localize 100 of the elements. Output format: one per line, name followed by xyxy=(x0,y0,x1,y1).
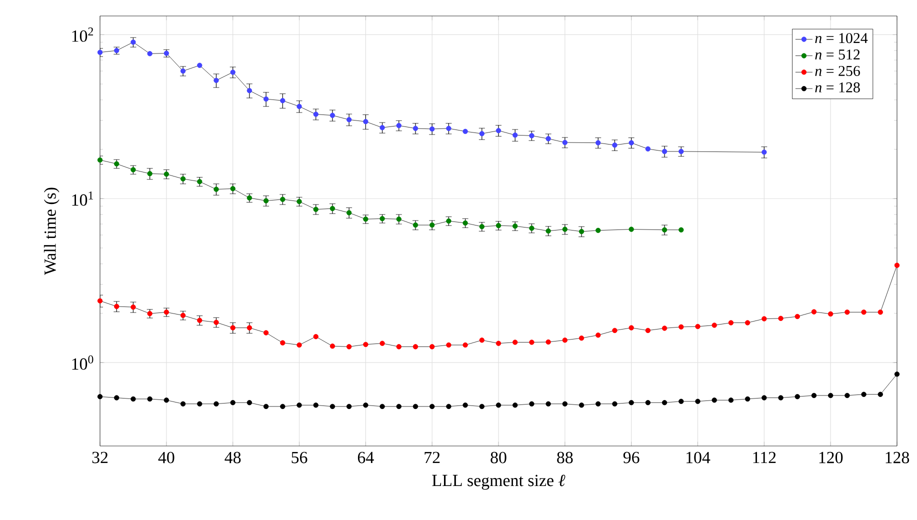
point xyxy=(330,404,336,410)
point xyxy=(628,400,634,406)
point xyxy=(363,119,368,124)
point xyxy=(562,338,568,343)
point xyxy=(230,70,236,75)
point xyxy=(844,392,850,398)
point xyxy=(396,122,402,128)
point xyxy=(496,402,502,408)
point xyxy=(828,392,834,398)
point xyxy=(446,218,452,224)
legend-label: n = 128 xyxy=(815,82,860,92)
point xyxy=(512,340,518,345)
legend-label: n = 512 xyxy=(815,50,860,60)
point xyxy=(546,401,551,406)
point xyxy=(313,206,318,212)
x-tick-label: 112 xyxy=(753,452,776,464)
point xyxy=(612,328,618,334)
point xyxy=(562,226,568,232)
point xyxy=(346,117,352,122)
point xyxy=(197,401,202,406)
x-tick-label: 48 xyxy=(224,452,241,464)
point xyxy=(313,402,318,408)
point xyxy=(214,186,219,192)
point xyxy=(662,148,668,154)
point xyxy=(628,226,634,232)
point xyxy=(778,395,784,400)
point xyxy=(628,325,634,330)
point xyxy=(380,340,385,346)
point xyxy=(164,172,170,177)
point xyxy=(330,206,336,212)
point xyxy=(712,398,717,403)
point xyxy=(197,179,202,184)
point xyxy=(429,344,435,350)
point xyxy=(878,310,883,315)
point xyxy=(412,222,418,228)
point xyxy=(214,401,219,406)
point xyxy=(546,228,551,234)
point xyxy=(396,216,402,222)
point xyxy=(346,210,352,216)
point xyxy=(114,304,120,310)
point xyxy=(678,324,684,330)
point xyxy=(280,340,286,346)
point xyxy=(462,402,468,408)
x-tick-label: 128 xyxy=(886,452,910,464)
point xyxy=(828,311,834,317)
point xyxy=(596,228,601,233)
point xyxy=(246,400,252,406)
point xyxy=(529,401,534,406)
point xyxy=(164,310,170,315)
point xyxy=(214,320,219,325)
point xyxy=(546,136,551,142)
point xyxy=(429,404,435,410)
point xyxy=(645,400,651,406)
point xyxy=(246,195,252,201)
point xyxy=(744,396,750,402)
point xyxy=(412,126,418,132)
point xyxy=(346,404,352,410)
point xyxy=(479,404,484,410)
point xyxy=(778,316,784,321)
point xyxy=(330,112,336,118)
point xyxy=(861,310,866,315)
point xyxy=(728,320,734,326)
point xyxy=(861,392,866,397)
x-tick-label: 40 xyxy=(158,452,174,464)
point xyxy=(180,176,186,182)
point xyxy=(794,314,800,320)
point xyxy=(246,325,252,330)
point xyxy=(446,404,452,410)
point xyxy=(512,132,518,138)
point xyxy=(180,312,186,318)
point xyxy=(114,161,120,166)
point xyxy=(496,222,502,228)
point xyxy=(462,342,468,348)
point xyxy=(263,404,269,410)
point xyxy=(529,340,534,345)
point xyxy=(296,402,302,408)
point xyxy=(396,344,402,350)
point xyxy=(363,402,368,408)
point xyxy=(529,133,534,138)
point xyxy=(811,392,817,398)
point xyxy=(744,320,750,326)
point xyxy=(130,304,136,310)
point xyxy=(762,395,767,400)
point xyxy=(280,196,286,202)
point xyxy=(380,125,385,130)
point xyxy=(662,400,668,406)
y-tick-label: 10$^{2}$ xyxy=(72,28,94,42)
point xyxy=(479,224,484,230)
point xyxy=(446,126,452,132)
x-axis-title: LLL segment size ℓ xyxy=(432,474,566,490)
legend-label: n = 1024 xyxy=(815,33,868,44)
point xyxy=(130,396,136,402)
point xyxy=(578,336,584,341)
point xyxy=(612,401,618,406)
point xyxy=(496,340,502,346)
point xyxy=(412,344,418,350)
point xyxy=(230,400,236,406)
point xyxy=(246,88,252,94)
point xyxy=(197,318,202,323)
x-tick-label: 32 xyxy=(92,452,108,464)
